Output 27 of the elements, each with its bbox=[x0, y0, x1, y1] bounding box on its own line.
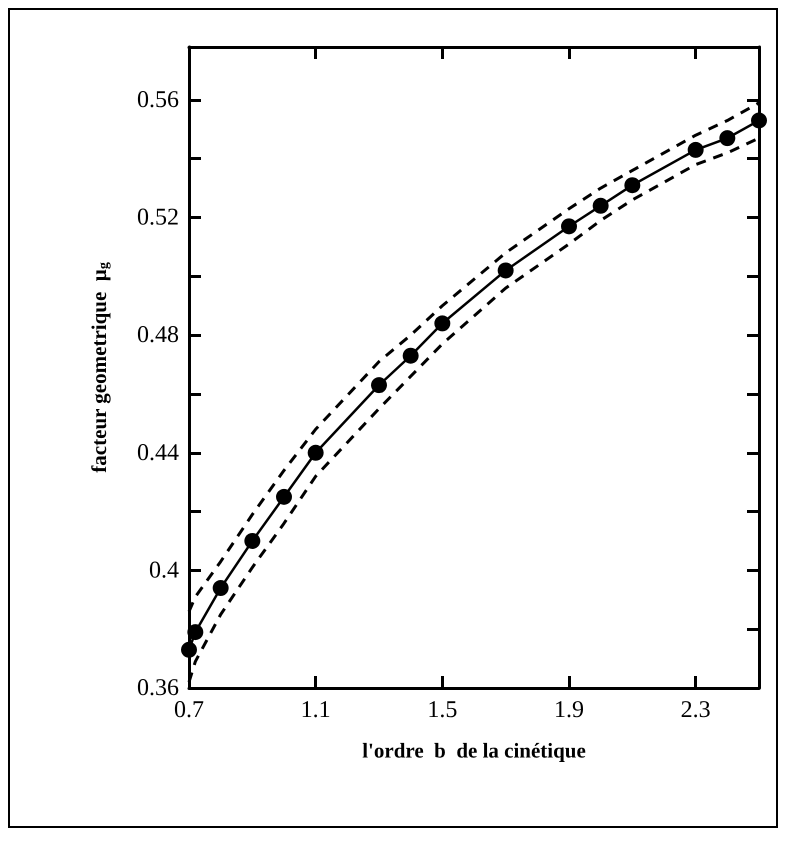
y-tick-label: 0.48 bbox=[137, 322, 179, 348]
y-axis-title: facteur geometrique μg bbox=[87, 262, 112, 473]
x-tick-label: 2.3 bbox=[680, 697, 711, 723]
point bbox=[624, 177, 640, 194]
y-tick-label: 0.52 bbox=[137, 204, 179, 231]
point bbox=[244, 532, 260, 549]
x-tick-label: 1.1 bbox=[300, 697, 331, 723]
point bbox=[434, 315, 450, 332]
x-tick-label: 1.9 bbox=[554, 697, 584, 723]
point bbox=[308, 444, 324, 461]
point bbox=[719, 130, 736, 146]
point bbox=[561, 218, 577, 234]
point bbox=[592, 198, 609, 214]
point bbox=[751, 112, 767, 129]
y-tick-label: 0.44 bbox=[137, 440, 179, 466]
point bbox=[187, 624, 204, 640]
point bbox=[402, 348, 419, 364]
point bbox=[276, 488, 292, 505]
point bbox=[688, 142, 704, 158]
point bbox=[371, 377, 387, 394]
point bbox=[212, 580, 229, 596]
point bbox=[498, 262, 514, 278]
x-axis-title: l'ordre b de la cinétique bbox=[362, 738, 586, 762]
y-tick-label: 0.56 bbox=[137, 86, 179, 113]
y-tick-label: 0.4 bbox=[149, 557, 179, 584]
x-tick-label: 1.5 bbox=[427, 697, 458, 723]
point bbox=[181, 642, 197, 658]
